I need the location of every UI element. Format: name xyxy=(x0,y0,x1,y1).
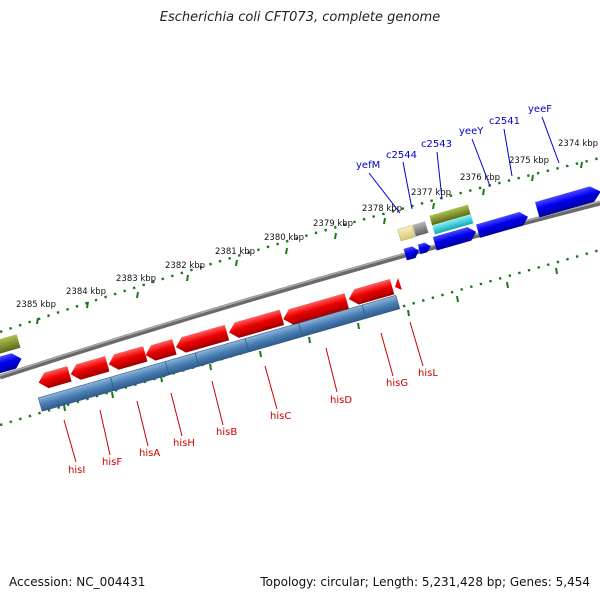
gene-hisL[interactable] xyxy=(395,278,402,290)
inner-major-ticks xyxy=(63,267,558,412)
scale-label: 2374 kbp xyxy=(558,139,598,149)
upper-gene-track xyxy=(397,184,600,261)
scale-labels: 2385 kbp 2384 kbp 2383 kbp 2382 kbp 2381… xyxy=(16,139,598,310)
gene-hisG[interactable] xyxy=(347,278,395,307)
gene-c2544[interactable] xyxy=(412,221,429,237)
gene-small-blue-1[interactable] xyxy=(403,245,421,261)
operon-track xyxy=(37,294,401,412)
gene-label: hisF xyxy=(102,457,122,468)
scale-label: 2380 kbp xyxy=(264,233,304,243)
gene-label: hisI xyxy=(68,465,85,476)
gene-label: hisB xyxy=(216,427,237,438)
gene-yeeF[interactable] xyxy=(535,184,600,218)
his-gene-track xyxy=(36,278,402,390)
gene-label: hisG xyxy=(386,378,408,389)
gene-label: hisA xyxy=(139,448,160,459)
gene-small-blue-2[interactable] xyxy=(417,241,432,255)
scale-label: 2376 kbp xyxy=(460,173,500,183)
accession-text: Accession: NC_004431 xyxy=(9,575,146,589)
genome-summary-text: Topology: circular; Length: 5,231,428 bp… xyxy=(260,575,590,589)
scale-label: 2379 kbp xyxy=(313,219,353,229)
gene-hisH[interactable] xyxy=(143,339,177,363)
gene-hisD[interactable] xyxy=(281,293,349,327)
gene-label: hisL xyxy=(418,368,438,379)
scale-label: 2375 kbp xyxy=(509,156,549,166)
outer-major-ticks xyxy=(36,161,583,325)
his-leader-lines xyxy=(63,321,424,463)
scale-label: 2384 kbp xyxy=(66,287,106,297)
his-gene-labels: hisI hisF hisA hisH hisB hisC hisD hisG … xyxy=(68,368,438,476)
upper-leader-lines xyxy=(368,116,560,214)
upper-gene-labels: yefM c2544 c2543 yeeY c2541 yeeF xyxy=(356,104,552,171)
gene-label: yefM xyxy=(356,160,380,171)
gene-label: hisH xyxy=(173,438,195,449)
map-title: Escherichia coli CFT073, complete genome xyxy=(159,10,441,25)
gene-label: hisD xyxy=(330,395,352,406)
gene-label: c2544 xyxy=(386,150,417,161)
gene-hisF[interactable] xyxy=(69,356,110,382)
gene-label: c2541 xyxy=(489,116,520,127)
gene-hisB[interactable] xyxy=(174,324,230,355)
gene-yefM[interactable] xyxy=(397,225,416,242)
gene-yeeY[interactable] xyxy=(432,225,478,251)
outer-scale-arc xyxy=(0,156,600,334)
scale-label: 2382 kbp xyxy=(165,261,205,271)
gene-c2541[interactable] xyxy=(476,210,530,238)
gene-label: hisC xyxy=(270,411,291,422)
scale-label: 2378 kbp xyxy=(362,204,402,214)
gene-partial-blue[interactable] xyxy=(0,351,24,374)
scale-label: 2383 kbp xyxy=(116,274,156,284)
scale-label: 2385 kbp xyxy=(16,300,56,310)
gene-c2543-cyan[interactable] xyxy=(432,214,474,235)
gene-hisC[interactable] xyxy=(227,309,285,341)
gene-partial-olive[interactable] xyxy=(0,334,21,355)
scale-label: 2377 kbp xyxy=(411,188,451,198)
gene-label: yeeF xyxy=(528,104,552,115)
gene-hisA[interactable] xyxy=(107,346,148,372)
gene-hisI[interactable] xyxy=(36,366,72,390)
scale-label: 2381 kbp xyxy=(215,247,255,257)
operon-band[interactable] xyxy=(37,294,401,412)
gene-label: c2543 xyxy=(421,139,452,150)
gene-c2543-olive[interactable] xyxy=(429,204,471,226)
gene-label: yeeY xyxy=(459,126,484,137)
